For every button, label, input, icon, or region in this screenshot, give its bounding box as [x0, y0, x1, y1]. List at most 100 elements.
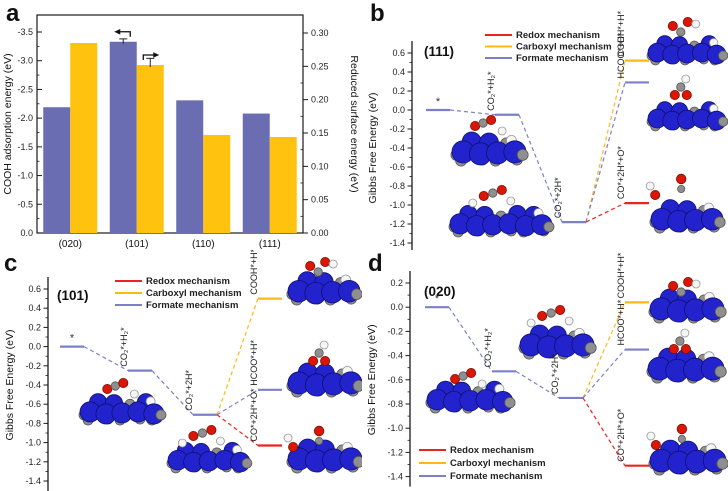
state-label: CO*+2H*+O*	[616, 408, 626, 462]
x-category-label: (110)	[192, 239, 215, 250]
left-axis-tick-label: -3.5	[17, 27, 33, 37]
y-axis-tick-label: -0.8	[387, 399, 403, 409]
state-label: HCOO*+H*	[249, 340, 259, 386]
molecule-co2-image	[78, 377, 167, 426]
y-axis-tick-label: -0.4	[387, 351, 403, 361]
bar-reduced-surface-(111)	[269, 137, 297, 233]
legend-label: Redox mechanism	[516, 30, 600, 41]
x-category-label: (111)	[259, 239, 281, 250]
surface-label: (020)	[424, 284, 456, 299]
molecule-hcoo-image	[646, 328, 727, 384]
panel-a: a -3.5 -3.0 -2.5 -2.0 -1.5 -1.0 -0.5 0.0 0.30 0.2…	[0, 0, 362, 251]
state-label: CO*+2H*+O*	[249, 388, 259, 442]
panel-a-chart: -3.5 -3.0 -2.5 -2.0 -1.5 -1.0 -0.5 0.0 0.30 0.25 0…	[2, 14, 360, 250]
connector-line	[515, 370, 560, 399]
connector-line	[83, 346, 129, 372]
bar-reduced-surface-(020)	[70, 43, 98, 233]
bar-reduced-surface-(110)	[203, 135, 231, 233]
molecule-co2_2h-image	[518, 305, 597, 360]
y-axis-tick-label: 0.6	[28, 284, 41, 294]
connector-line	[151, 370, 194, 416]
molecule-cooh-image	[286, 257, 362, 306]
molecule-co-image	[645, 173, 726, 234]
bar-cooh-adsorption-(111)	[242, 113, 270, 233]
connector-line	[518, 114, 563, 223]
connector-line	[582, 349, 626, 399]
y-axis-title: Gibbs Free Energy (eV)	[367, 93, 379, 204]
y-axis-tick-label: 0.0	[390, 302, 403, 312]
y-axis-tick-label: -1.4	[25, 476, 41, 486]
right-axis-tick-label: 0.05	[311, 195, 329, 205]
panel-b: b 0.6 0.4 0.2 0.0 -0.2 -0.4 -0.6 -0.8 -1.0 -1.2 -1…	[362, 0, 728, 250]
right-axis-tick-label: 0.10	[311, 161, 329, 171]
connector-line	[448, 306, 493, 372]
right-axis-title: Reduced surface energy (eV)	[348, 55, 360, 192]
y-axis-tick-label: -1.2	[25, 457, 41, 467]
panel-c: c 0.6 0.4 0.2 0.0 -0.2 -0.4 -0.6 -0.8 -1.0 -1.2 -1…	[0, 250, 362, 491]
left-axis-tick-label: -1.0	[17, 171, 33, 181]
state-label: *	[435, 293, 440, 305]
state-label: CO₂*+2H*	[550, 353, 560, 394]
y-axis-tick-label: -0.2	[389, 124, 405, 134]
right-axis-tick-label: 0.20	[311, 95, 329, 105]
y-axis-tick-label: 0.2	[390, 278, 403, 288]
left-axis-arrow	[119, 31, 131, 37]
y-axis-tick-label: 0.4	[392, 67, 405, 77]
molecule-co2_2h-image	[166, 424, 253, 474]
legend-label: Formate mechanism	[516, 53, 608, 64]
state-label: CO₂*+2H*	[184, 370, 194, 411]
state-label: COOH*+H*	[616, 252, 626, 298]
y-axis-tick-label: 0.0	[392, 105, 405, 115]
left-axis-title: COOH adsorption energy (eV)	[2, 53, 14, 194]
connector-line	[582, 302, 626, 399]
surface-label: (101)	[57, 288, 89, 303]
molecule-co2-image	[450, 115, 529, 167]
y-axis-tick-label: -1.0	[25, 438, 41, 448]
molecule-cooh-image	[646, 16, 728, 66]
bar-cooh-adsorption-(020)	[43, 107, 71, 233]
molecule-hcoo-image	[646, 74, 728, 132]
left-axis-tick-label: -2.0	[17, 113, 33, 123]
state-label: *	[436, 96, 441, 108]
x-category-label: (020)	[59, 239, 82, 250]
connector-line	[582, 397, 626, 467]
y-axis-tick-label: 0.2	[392, 86, 405, 96]
legend-label: Formate mechanism	[146, 300, 238, 311]
y-axis-tick-label: -0.6	[389, 162, 405, 172]
y-axis-tick-label: -0.4	[389, 143, 405, 153]
state-label: HCOO*+H*	[616, 299, 626, 345]
panel-letter-a: a	[6, 0, 20, 27]
y-axis-tick-label: -1.4	[387, 472, 403, 482]
state-label: HCOO*+H*	[616, 32, 626, 78]
y-axis-tick-label: -0.8	[389, 181, 405, 191]
y-axis-tick-label: -0.8	[25, 418, 41, 428]
x-category-label: (101)	[125, 239, 148, 250]
molecule-co-image	[646, 423, 728, 476]
legend-label: Carboxyl mechanism	[516, 42, 612, 53]
molecule-co2-image	[425, 368, 516, 414]
y-axis-tick-label: -0.6	[25, 399, 41, 409]
molecule-co-image	[283, 425, 362, 474]
left-axis-tick-label: -0.5	[17, 199, 33, 209]
molecule-co2_2h-image	[448, 184, 555, 238]
legend-label: Carboxyl mechanism	[450, 458, 546, 469]
panel-letter-b: b	[370, 0, 385, 27]
right-axis-arrow	[142, 54, 155, 60]
y-axis-tick-label: -0.2	[25, 361, 41, 371]
y-axis-tick-label: 0.0	[28, 342, 41, 352]
left-axis-tick-label: -2.5	[17, 84, 33, 94]
y-axis-tick-label: 0.4	[28, 303, 41, 313]
connector-line	[449, 109, 496, 116]
connector-line	[585, 202, 626, 223]
y-axis-tick-label: -1.2	[389, 219, 405, 229]
left-axis-tick-label: -3.0	[17, 56, 33, 66]
connector-line	[216, 414, 259, 446]
bar-reduced-surface-(101)	[136, 65, 164, 233]
state-label: CO*+2H*+O*	[616, 146, 626, 200]
state-label: *	[70, 333, 75, 345]
y-axis-tick-label: -1.4	[389, 238, 405, 248]
right-axis-tick-label: 0.30	[311, 28, 329, 38]
y-axis-tick-label: -1.0	[387, 423, 403, 433]
bar-cooh-adsorption-(110)	[176, 100, 204, 233]
